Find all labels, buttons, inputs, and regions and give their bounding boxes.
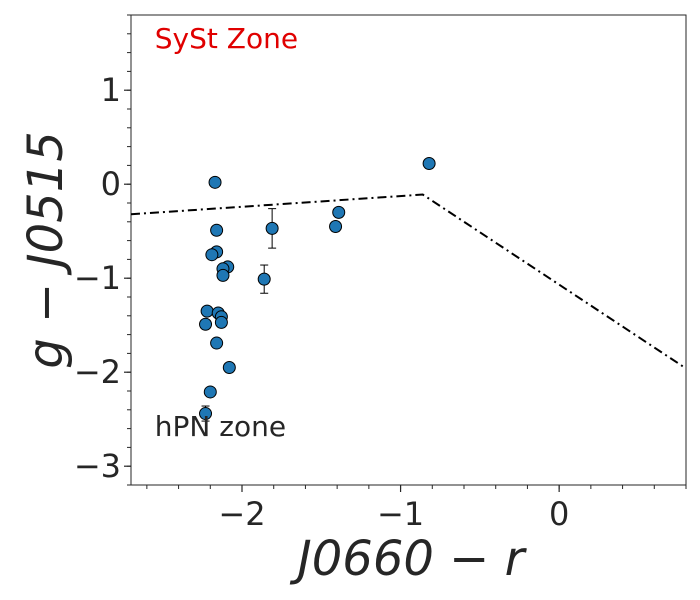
data-point xyxy=(257,264,271,294)
hpn-annotation: hPN zone xyxy=(155,410,286,443)
x-tick-label: −2 xyxy=(218,495,265,533)
point-marker xyxy=(422,157,436,171)
y-tick-label: −2 xyxy=(74,353,121,391)
y-axis-label: g − J0515 xyxy=(18,131,74,369)
data-point xyxy=(208,175,222,189)
annotations: SySt Zone hPN zone xyxy=(155,22,298,443)
point-marker xyxy=(329,220,343,233)
point-marker xyxy=(199,407,213,421)
data-point xyxy=(422,157,436,171)
x-tick-label: 0 xyxy=(549,495,569,533)
y-tick-label: 0 xyxy=(101,165,121,203)
point-marker xyxy=(200,304,214,318)
data-points xyxy=(199,157,436,422)
y-tick-label: −1 xyxy=(74,259,121,297)
point-marker xyxy=(208,175,222,189)
point-marker xyxy=(210,223,224,237)
x-tick-label: −1 xyxy=(377,495,424,533)
point-marker xyxy=(205,248,219,262)
data-point xyxy=(203,385,217,399)
axes-frame xyxy=(130,14,687,486)
data-point xyxy=(265,208,279,249)
data-point xyxy=(199,405,213,422)
data-point xyxy=(210,223,224,237)
data-point xyxy=(205,248,219,262)
major-ticks: −2 −1 0 1 0 −1 −2 −3 xyxy=(74,71,569,533)
data-point xyxy=(200,304,214,318)
data-point xyxy=(222,361,236,374)
point-marker xyxy=(210,336,224,350)
point-marker xyxy=(199,317,213,331)
point-marker xyxy=(332,205,346,219)
point-marker xyxy=(203,385,217,399)
point-marker xyxy=(265,221,279,235)
point-marker xyxy=(216,268,230,282)
data-point xyxy=(199,317,213,331)
data-point xyxy=(214,315,228,329)
point-marker xyxy=(257,272,271,286)
data-point xyxy=(210,336,224,350)
syst-annotation: SySt Zone xyxy=(155,22,298,55)
data-point xyxy=(332,205,346,219)
plot-area xyxy=(130,14,687,486)
data-point xyxy=(216,268,230,282)
x-axis-label: J0660 − r xyxy=(290,531,528,587)
y-tick-label: −3 xyxy=(74,447,121,485)
boundary-line xyxy=(130,193,687,370)
point-marker xyxy=(214,315,228,329)
point-marker xyxy=(222,361,236,374)
data-point xyxy=(329,220,343,233)
zone-boundary xyxy=(130,193,687,370)
y-tick-label: 1 xyxy=(101,71,121,109)
